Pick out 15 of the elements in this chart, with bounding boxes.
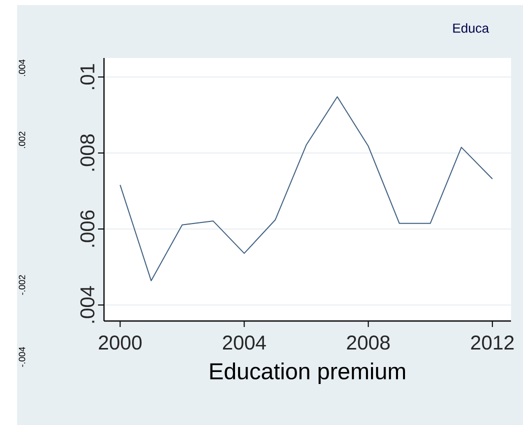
text: -.002 xyxy=(18,275,26,295)
y-tick-label: .008 xyxy=(80,134,94,171)
text: Educa xyxy=(453,23,490,33)
text: -.004 xyxy=(18,347,26,367)
text: .002 xyxy=(18,132,26,148)
line-series xyxy=(120,96,493,282)
text: .004 xyxy=(18,60,26,76)
y-tick-label: .01 xyxy=(80,64,94,90)
y-tick-label: .006 xyxy=(80,210,94,247)
y-tick-label: .004 xyxy=(80,286,94,323)
x-tick-label: 2004 xyxy=(222,336,266,350)
x-tick-label: 2008 xyxy=(347,336,390,350)
x-tick-label: 2000 xyxy=(98,336,142,350)
x-tick-label: 2012 xyxy=(471,336,514,350)
x-axis-title: Education premium xyxy=(210,362,406,384)
